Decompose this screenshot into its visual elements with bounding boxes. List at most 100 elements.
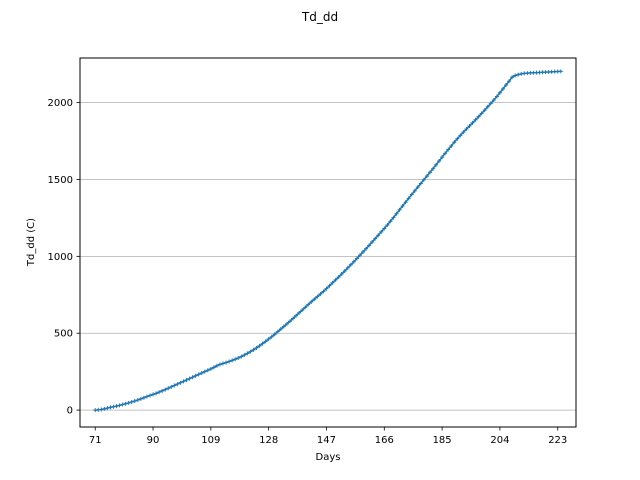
x-tick-label: 71 bbox=[89, 435, 102, 446]
data-point bbox=[504, 83, 509, 88]
data-point bbox=[300, 308, 305, 313]
data-point bbox=[427, 170, 432, 175]
data-point bbox=[415, 185, 420, 190]
data-point bbox=[370, 240, 375, 245]
data-point bbox=[357, 253, 362, 258]
data-point bbox=[260, 341, 265, 346]
data-point bbox=[412, 188, 417, 193]
data-point bbox=[385, 222, 390, 227]
y-tick-label: 1500 bbox=[48, 175, 73, 186]
data-point bbox=[373, 236, 378, 241]
data-point bbox=[306, 302, 311, 307]
x-tick-label: 147 bbox=[317, 435, 336, 446]
data-point bbox=[513, 73, 518, 78]
data-point bbox=[379, 229, 384, 234]
x-tick-label: 90 bbox=[147, 435, 160, 446]
data-point bbox=[102, 406, 107, 411]
data-point bbox=[446, 147, 451, 152]
data-point bbox=[364, 246, 369, 251]
data-point bbox=[455, 136, 460, 141]
data-point bbox=[141, 395, 146, 400]
data-point bbox=[217, 362, 222, 367]
data-point bbox=[360, 250, 365, 255]
data-point bbox=[437, 159, 442, 164]
data-point bbox=[166, 386, 171, 391]
data-point bbox=[205, 368, 210, 373]
data-point bbox=[464, 127, 469, 132]
data-point bbox=[211, 365, 216, 370]
x-tick-label: 204 bbox=[490, 435, 509, 446]
data-point bbox=[123, 401, 128, 406]
data-point bbox=[187, 376, 192, 381]
y-tick-label: 2000 bbox=[48, 98, 73, 109]
data-point bbox=[303, 305, 308, 310]
data-point bbox=[507, 79, 512, 84]
data-point bbox=[272, 332, 277, 337]
data-point bbox=[169, 384, 174, 389]
data-point bbox=[263, 339, 268, 344]
y-axis: 0 500 1000 1500 2000 bbox=[48, 98, 80, 417]
x-tick-label: 185 bbox=[433, 435, 452, 446]
data-point bbox=[160, 388, 165, 393]
data-point bbox=[409, 192, 414, 197]
x-tick-label: 223 bbox=[548, 435, 567, 446]
data-point bbox=[199, 371, 204, 376]
data-point bbox=[230, 358, 235, 363]
data-point bbox=[418, 181, 423, 186]
data-point bbox=[452, 140, 457, 145]
plot-frame bbox=[79, 57, 577, 428]
data-point bbox=[294, 313, 299, 318]
data-point bbox=[224, 360, 229, 365]
series-line bbox=[95, 70, 561, 411]
data-point bbox=[440, 155, 445, 160]
data-point bbox=[406, 196, 411, 201]
data-point bbox=[135, 397, 140, 402]
data-point bbox=[482, 108, 487, 113]
data-point bbox=[397, 207, 402, 212]
data-point bbox=[351, 259, 356, 264]
data-point bbox=[309, 299, 314, 304]
data-point bbox=[345, 265, 350, 270]
data-point bbox=[269, 334, 274, 339]
data-point bbox=[138, 396, 143, 401]
data-point bbox=[266, 337, 271, 342]
data-point bbox=[208, 366, 213, 371]
chart-title: Td_dd bbox=[301, 10, 338, 24]
data-point bbox=[248, 349, 253, 354]
data-point bbox=[126, 400, 131, 405]
data-point bbox=[245, 351, 250, 356]
data-point bbox=[324, 286, 329, 291]
data-point bbox=[287, 319, 292, 324]
data-point bbox=[120, 402, 125, 407]
data-point bbox=[400, 204, 405, 209]
data-point bbox=[516, 72, 521, 77]
data-point bbox=[111, 404, 116, 409]
data-point bbox=[254, 345, 259, 350]
grid-layer bbox=[80, 102, 576, 411]
data-point bbox=[151, 392, 156, 397]
data-point bbox=[336, 274, 341, 279]
data-point bbox=[190, 375, 195, 380]
data-point bbox=[284, 321, 289, 326]
data-point bbox=[494, 94, 499, 99]
x-tick-label: 128 bbox=[259, 435, 278, 446]
data-point bbox=[367, 243, 372, 248]
data-point bbox=[132, 399, 137, 404]
data-point bbox=[175, 382, 180, 387]
data-point bbox=[510, 75, 515, 80]
data-point bbox=[476, 114, 481, 119]
data-point bbox=[178, 380, 183, 385]
data-point bbox=[297, 310, 302, 315]
data-point bbox=[221, 361, 226, 366]
data-point bbox=[394, 211, 399, 216]
data-point bbox=[108, 405, 113, 410]
data-point bbox=[99, 407, 104, 412]
x-tick-label: 109 bbox=[201, 435, 220, 446]
data-point bbox=[144, 394, 149, 399]
data-point bbox=[339, 272, 344, 277]
data-point bbox=[315, 294, 320, 299]
y-tick-label: 500 bbox=[54, 329, 73, 340]
